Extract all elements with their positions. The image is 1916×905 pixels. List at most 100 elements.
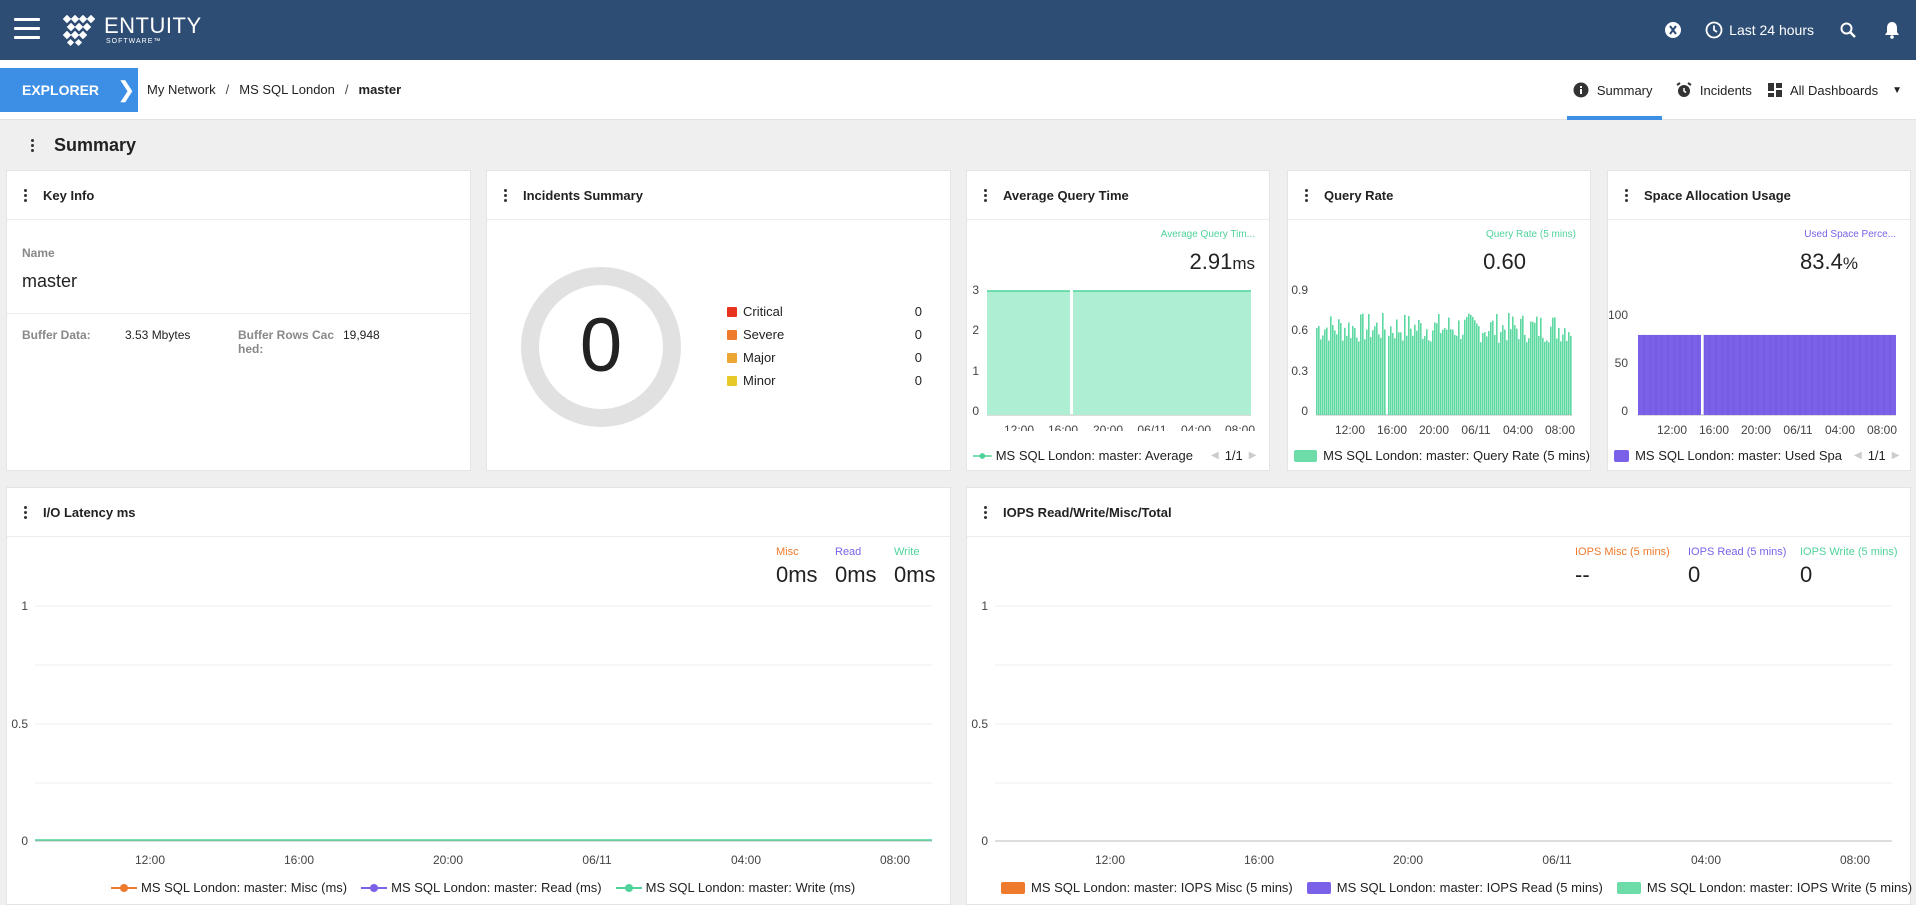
- tab-all-dashboards[interactable]: All Dashboards ▼: [1760, 60, 1910, 120]
- query-rate-bar: [1328, 340, 1330, 415]
- stat-value: 0: [1688, 562, 1701, 587]
- entuity-logo[interactable]: ENTUITY SOFTWARE™: [60, 12, 202, 48]
- severe-swatch: [727, 329, 737, 340]
- explorer-button[interactable]: EXPLORER ❯: [0, 68, 138, 112]
- query-rate-bar: [1460, 338, 1462, 415]
- query-rate-bar: [1568, 332, 1570, 415]
- tab-incidents[interactable]: Incidents: [1668, 60, 1760, 120]
- tab-summary[interactable]: Summary: [1566, 60, 1662, 120]
- metric-value: 2.91ms: [1190, 249, 1256, 275]
- legend-item-iops-read[interactable]: MS SQL London: master: IOPS Read (5 mins…: [1306, 880, 1603, 895]
- y-tick: 0.5: [971, 717, 988, 731]
- query-rate-bar: [1332, 325, 1334, 415]
- query-rate-bar: [1550, 326, 1552, 415]
- chart-legend[interactable]: MS SQL London: master: Query Rate (5 min…: [1294, 448, 1590, 463]
- query-rate-bar: [1442, 329, 1444, 415]
- iops-misc-stat: IOPS Misc (5 mins) --: [1575, 546, 1670, 588]
- widget-menu-icon[interactable]: [977, 188, 993, 203]
- metric-unit: ms: [1232, 254, 1255, 273]
- legend-count: 0: [914, 350, 922, 365]
- time-range-selector[interactable]: Last 24 hours: [1705, 21, 1814, 39]
- incidents-total: 0: [579, 303, 623, 388]
- search-icon[interactable]: [1838, 20, 1858, 40]
- page-menu-icon[interactable]: [24, 138, 40, 153]
- widget-menu-icon[interactable]: [17, 505, 33, 520]
- name-value: master: [22, 271, 78, 291]
- legend-item-misc[interactable]: MS SQL London: master: Misc (ms): [111, 880, 347, 895]
- query-rate-bar: [1392, 332, 1394, 415]
- query-rate-bar: [1570, 335, 1572, 415]
- chart-legend: MS SQL London: master: Misc (ms) MS SQL …: [111, 880, 869, 895]
- query-rate-bar: [1520, 318, 1522, 415]
- average-query-chart[interactable]: 3 2 1 0 12:00 16:00 20:00 06/11 04:00 08…: [967, 271, 1271, 431]
- x-tick: 20:00: [433, 853, 463, 867]
- widget-menu-icon[interactable]: [1298, 188, 1314, 203]
- query-rate-bar: [1338, 319, 1340, 415]
- legend-minor[interactable]: Minor 0: [727, 373, 922, 388]
- query-rate-bar: [1548, 342, 1550, 415]
- metric-unit: %: [1842, 254, 1858, 273]
- filter-icon[interactable]: [1663, 20, 1683, 40]
- space-allocation-chart[interactable]: 100 50 0 12:00 16:00 20:00 06/11 04:00 0…: [1608, 271, 1912, 441]
- query-rate-bar: [1538, 335, 1540, 415]
- iops-widget: IOPS Read/Write/Misc/Total IOPS Misc (5 …: [966, 487, 1912, 905]
- query-rate-bar: [1422, 338, 1424, 415]
- space-allocation-widget: Space Allocation Usage Used Space Perce.…: [1607, 170, 1911, 471]
- y-tick: 0.3: [1291, 364, 1308, 378]
- legend-item-iops-write[interactable]: MS SQL London: master: IOPS Write (5 min…: [1616, 880, 1912, 895]
- legend-label: MS SQL London: master: Query Rate (5 min…: [1323, 448, 1590, 463]
- buffer-data-value: 3.53 Mbytes: [125, 328, 191, 342]
- iops-chart[interactable]: 1 0.5 0: [967, 588, 1912, 848]
- legend-count: 0: [914, 327, 922, 342]
- legend-item-write[interactable]: MS SQL London: master: Write (ms): [615, 880, 855, 895]
- widget-title: Incidents Summary: [523, 187, 643, 203]
- query-rate-bar: [1536, 316, 1538, 415]
- query-rate-bar: [1324, 329, 1326, 415]
- query-rate-bar: [1342, 340, 1344, 415]
- widget-menu-icon[interactable]: [497, 188, 513, 203]
- legend-item-iops-misc[interactable]: MS SQL London: master: IOPS Misc (5 mins…: [1001, 880, 1293, 895]
- legend-major[interactable]: Major 0: [727, 350, 922, 365]
- bell-icon[interactable]: [1882, 20, 1902, 40]
- prev-icon[interactable]: ◀: [1211, 450, 1219, 461]
- x-tick: 06/11: [1783, 423, 1812, 437]
- breadcrumb: My Network / MS SQL London / master: [147, 82, 401, 97]
- query-rate-bar: [1374, 326, 1376, 415]
- next-icon[interactable]: ▶: [1248, 450, 1257, 461]
- nav-bar: EXPLORER ❯ My Network / MS SQL London / …: [0, 60, 1916, 120]
- chart-legend[interactable]: MS SQL London: master: Used Spa: [1614, 448, 1842, 463]
- legend-item-read[interactable]: MS SQL London: master: Read (ms): [361, 880, 602, 895]
- query-rate-bar: [1458, 320, 1460, 415]
- query-rate-bar: [1318, 325, 1320, 415]
- menu-icon[interactable]: [14, 18, 40, 40]
- y-tick: 0: [1621, 404, 1628, 418]
- query-rate-bar: [1542, 337, 1544, 415]
- query-rate-bar: [1456, 335, 1458, 415]
- page-header: Summary: [24, 130, 136, 160]
- query-rate-bar: [1420, 323, 1422, 415]
- legend-critical[interactable]: Critical 0: [727, 304, 922, 319]
- incidents-donut[interactable]: [520, 266, 682, 428]
- chart-legend[interactable]: MS SQL London: master: Average: [973, 448, 1193, 463]
- query-rate-chart[interactable]: 0.9 0.6 0.3 0 12:00 16:00 20:00 06/11 04…: [1288, 271, 1592, 441]
- query-rate-bar: [1334, 330, 1336, 415]
- legend-pager[interactable]: ◀ 1/1 ▶: [1848, 448, 1905, 463]
- widget-menu-icon[interactable]: [17, 188, 33, 203]
- query-rate-bar: [1370, 337, 1372, 415]
- breadcrumb-my-network[interactable]: My Network: [147, 82, 216, 97]
- iops-x-axis: 12:00 16:00 20:00 06/11 04:00 08:00: [1095, 853, 1870, 867]
- widget-menu-icon[interactable]: [1618, 188, 1634, 203]
- io-latency-chart[interactable]: 1 0.5 0: [7, 588, 952, 848]
- legend-severe[interactable]: Severe 0: [727, 327, 922, 342]
- x-tick: 04:00: [1691, 853, 1721, 867]
- legend-pager[interactable]: ◀ 1/1 ▶: [1205, 448, 1262, 463]
- query-rate-bar: [1454, 334, 1456, 415]
- query-rate-bar: [1362, 313, 1364, 415]
- next-icon[interactable]: ▶: [1891, 450, 1900, 461]
- widget-title: I/O Latency ms: [43, 504, 136, 520]
- query-rate-bar: [1490, 322, 1492, 415]
- prev-icon[interactable]: ◀: [1854, 450, 1862, 461]
- query-rate-bar: [1450, 329, 1452, 415]
- breadcrumb-ms-sql-london[interactable]: MS SQL London: [239, 82, 335, 97]
- widget-menu-icon[interactable]: [977, 505, 993, 520]
